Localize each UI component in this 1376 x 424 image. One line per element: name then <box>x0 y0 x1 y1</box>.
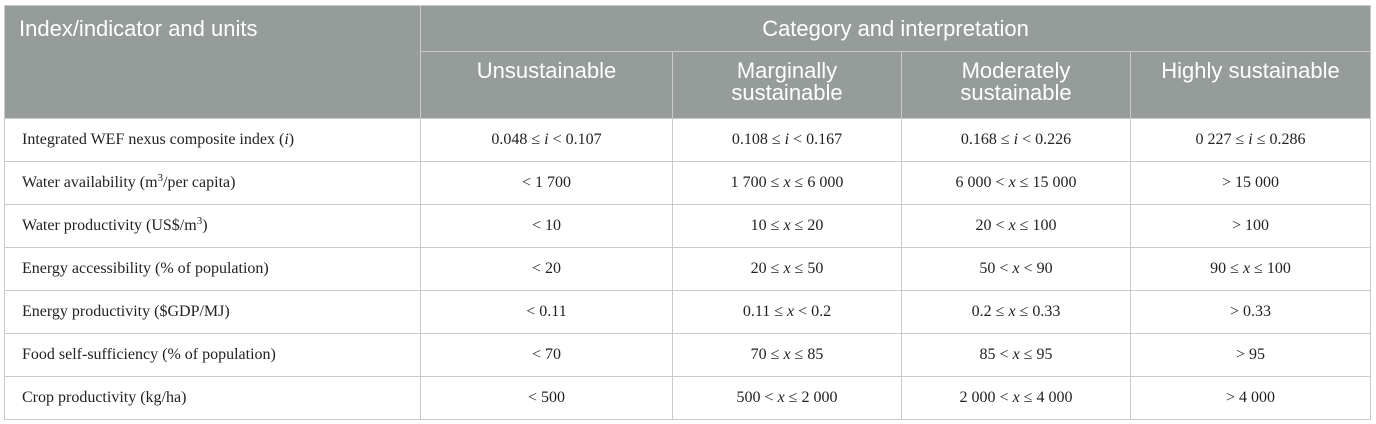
row-range-value: 0.048 ≤ i < 0.107 <box>420 118 673 162</box>
table-row: Integrated WEF nexus composite index (i)… <box>4 118 1371 162</box>
header-unsustainable: Unsustainable <box>420 51 673 119</box>
table-row: Water productivity (US$/m3) < 10 10 ≤ x ≤ … <box>4 204 1371 248</box>
row-range-value: 0.2 ≤ x ≤ 0.33 <box>901 290 1131 334</box>
row-range-value: 70 ≤ x ≤ 85 <box>672 333 902 377</box>
row-range-value: 20 < x ≤ 100 <box>901 204 1131 248</box>
row-indicator-label: Water productivity (US$/m3) <box>4 204 421 248</box>
row-range-value: 0 227 ≤ i ≤ 0.286 <box>1130 118 1371 162</box>
sustainability-categories-table: Index/indicator and units Category and i… <box>4 5 1371 420</box>
row-range-value: < 1 700 <box>420 161 673 205</box>
row-range-value: 10 ≤ x ≤ 20 <box>672 204 902 248</box>
row-range-value: > 95 <box>1130 333 1371 377</box>
row-indicator-label: Integrated WEF nexus composite index (i) <box>4 118 421 162</box>
header-index-indicator: Index/indicator and units <box>4 5 421 119</box>
row-range-value: 50 < x < 90 <box>901 247 1131 291</box>
row-range-value: 500 < x ≤ 2 000 <box>672 376 902 420</box>
header-category-interpretation: Category and interpretation <box>420 5 1371 52</box>
row-range-value: > 4 000 <box>1130 376 1371 420</box>
header-marginally-sustainable: Marginally sustainable <box>672 51 902 119</box>
row-indicator-label: Energy accessibility (% of population) <box>4 247 421 291</box>
row-range-value: 90 ≤ x ≤ 100 <box>1130 247 1371 291</box>
row-range-value: < 70 <box>420 333 673 377</box>
row-indicator-label: Water availability (m3/per capita) <box>4 161 421 205</box>
table-row: Food self-sufficiency (% of population) <… <box>4 333 1371 377</box>
row-indicator-label: Crop productivity (kg/ha) <box>4 376 421 420</box>
row-range-value: 0.11 ≤ x < 0.2 <box>672 290 902 334</box>
row-indicator-label: Food self-sufficiency (% of population) <box>4 333 421 377</box>
row-range-value: 6 000 < x ≤ 15 000 <box>901 161 1131 205</box>
table-row: Crop productivity (kg/ha) < 500 500 < x ≤ … <box>4 376 1371 420</box>
row-range-value: < 10 <box>420 204 673 248</box>
row-range-value: > 0.33 <box>1130 290 1371 334</box>
table-container: Index/indicator and units Category and i… <box>4 5 1371 420</box>
table-body: Integrated WEF nexus composite index (i)… <box>4 118 1371 420</box>
row-indicator-label: Energy productivity ($GDP/MJ) <box>4 290 421 334</box>
table-row: Water availability (m3/per capita) < 1 70… <box>4 161 1371 205</box>
row-range-value: 85 < x ≤ 95 <box>901 333 1131 377</box>
row-range-value: > 100 <box>1130 204 1371 248</box>
row-range-value: 20 ≤ x ≤ 50 <box>672 247 902 291</box>
row-range-value: 2 000 < x ≤ 4 000 <box>901 376 1131 420</box>
row-range-value: > 15 000 <box>1130 161 1371 205</box>
row-range-value: 0.108 ≤ i < 0.167 <box>672 118 902 162</box>
row-range-value: < 500 <box>420 376 673 420</box>
header-moderately-sustainable: Moderately sustainable <box>901 51 1131 119</box>
row-range-value: < 0.11 <box>420 290 673 334</box>
table-row: Energy accessibility (% of population) < … <box>4 247 1371 291</box>
header-highly-sustainable: Highly sustainable <box>1130 51 1371 119</box>
table-row: Energy productivity ($GDP/MJ) < 0.11 0.11 … <box>4 290 1371 334</box>
table-header: Index/indicator and units Category and i… <box>4 5 1371 119</box>
row-range-value: 0.168 ≤ i < 0.226 <box>901 118 1131 162</box>
row-range-value: 1 700 ≤ x ≤ 6 000 <box>672 161 902 205</box>
row-range-value: < 20 <box>420 247 673 291</box>
